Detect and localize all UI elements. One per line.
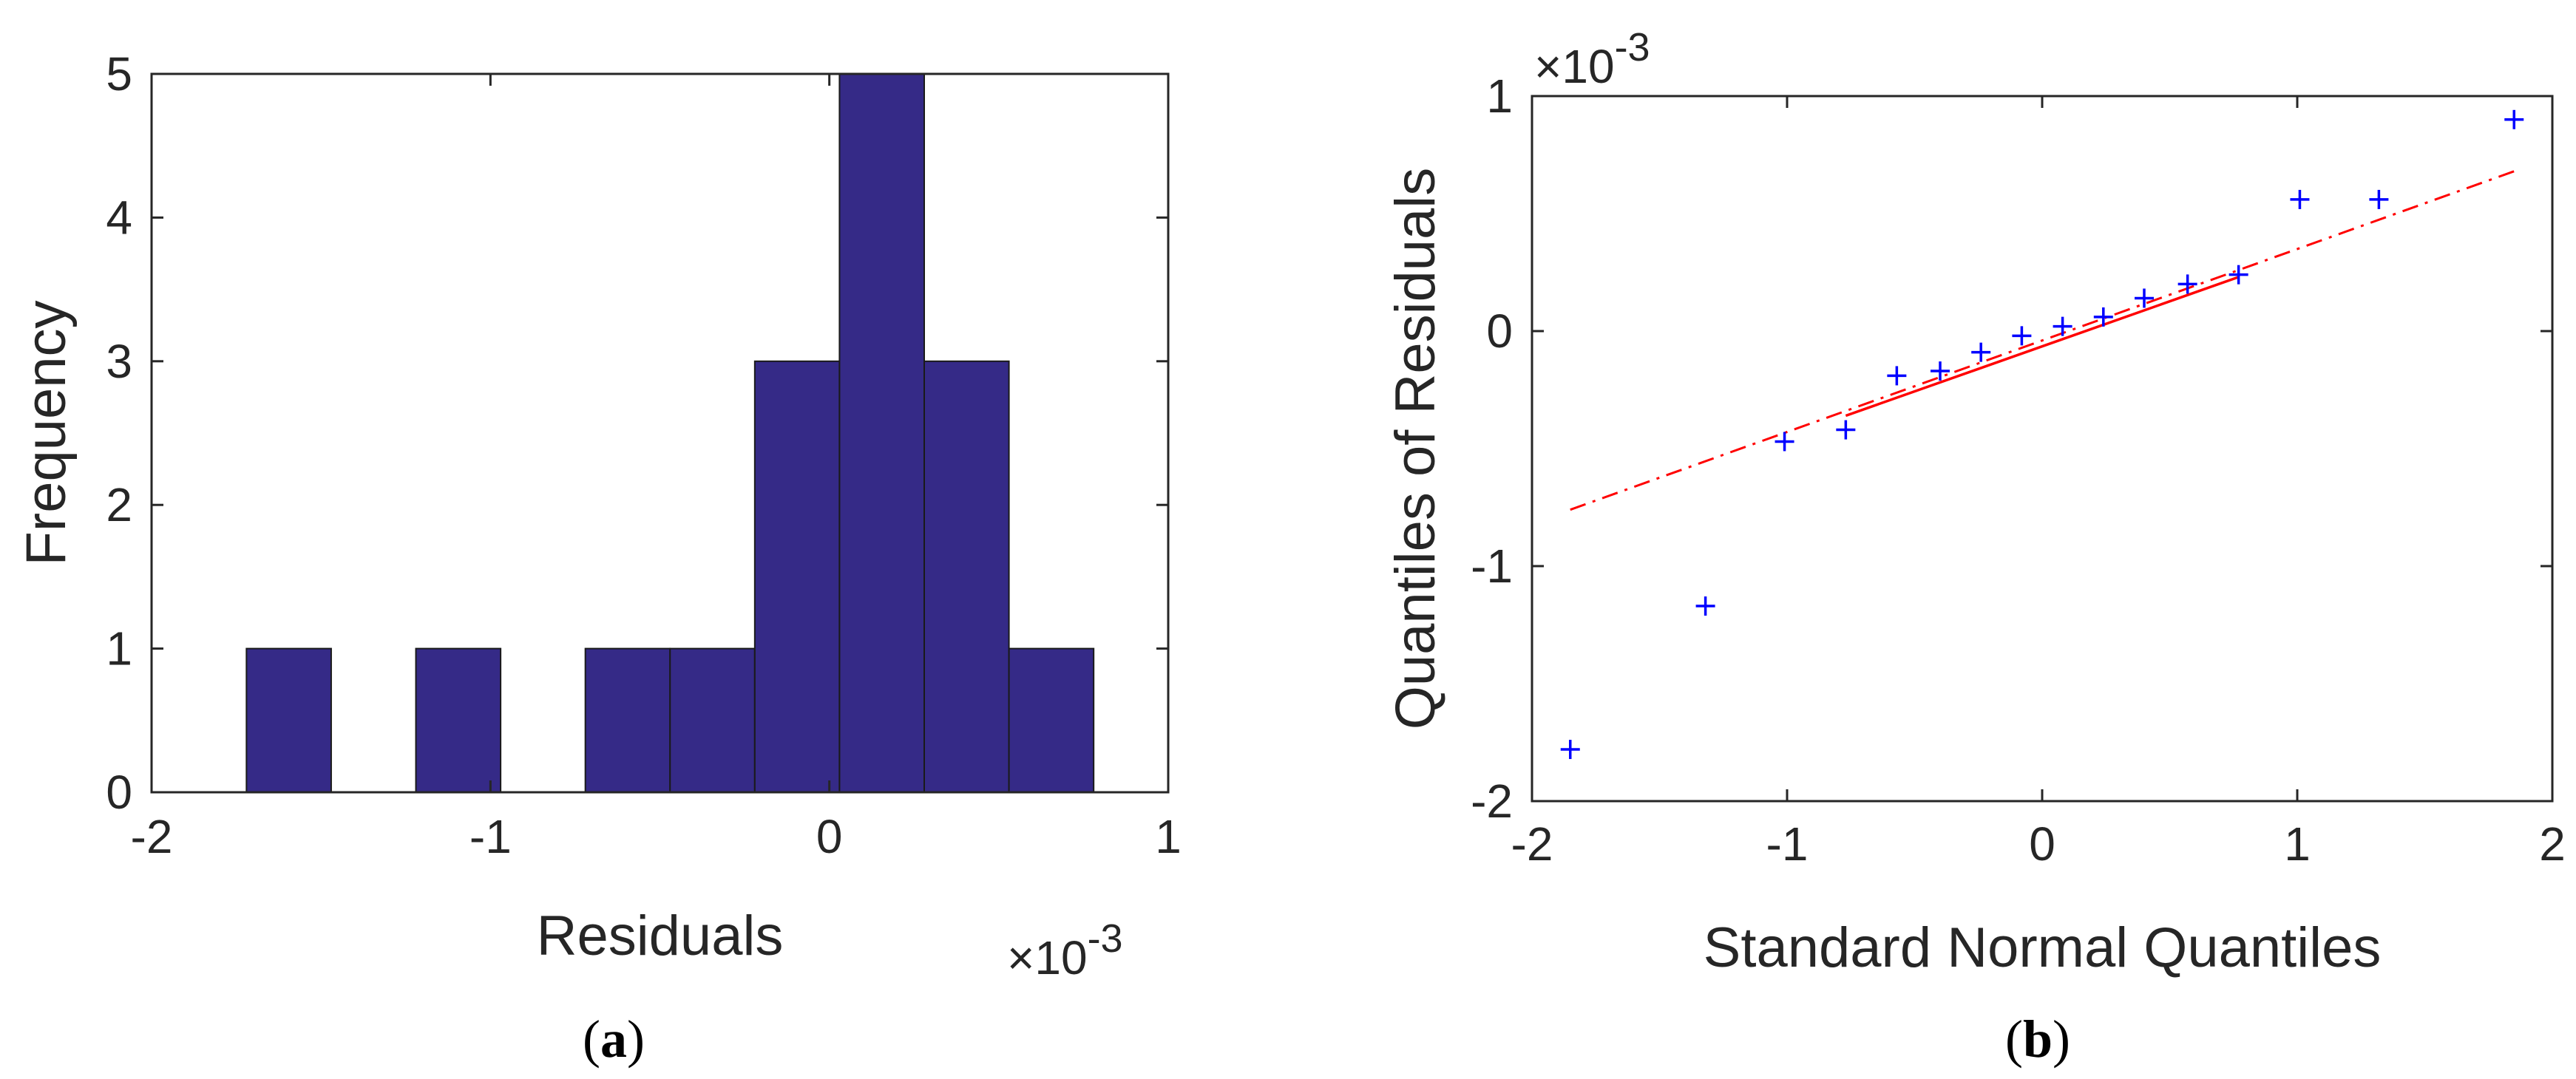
qq-x-ticks: -2 -1 0 1 2 [1511,96,2566,871]
y-tick-label: 0 [1486,304,1513,358]
exponent-power: -3 [1615,25,1650,69]
y-tick-label: 0 [106,766,132,819]
x-tick-label: 0 [2029,817,2055,871]
qq-point [1887,366,1907,386]
exponent-base: ×10 [1007,931,1088,984]
reference-line-solid [1845,276,2240,418]
exponent-power: -3 [1088,916,1123,961]
y-tick-label: 1 [106,622,132,675]
histogram-bar [245,647,332,793]
qq-axes-box [1531,95,2554,803]
x-tick-label: 2 [2539,817,2566,871]
qq-point [1560,740,1580,760]
caption-b: (b) [2005,1010,2070,1069]
qq-point [1695,596,1715,616]
qq-y-exponent: ×10-3 [1534,25,1650,93]
x-tick-label: -1 [1766,817,1809,871]
histogram-y-axis-label: Frequency [15,300,78,565]
histogram-bar [669,647,756,793]
y-tick-label: -2 [1471,775,1513,828]
qq-plot-panel-b: -2 -1 0 1 2 -2 -1 0 1 Standard Normal Quantiles… [1384,25,2566,1069]
histogram-bar [838,73,925,793]
qq-point [2135,288,2154,308]
caption-b-open: ( [2005,1010,2023,1069]
histogram-axes-box [150,72,1170,794]
qq-y-ticks: -2 -1 0 1 [1471,69,2552,828]
qq-point [2290,189,2310,209]
caption-b-close: ) [2053,1010,2070,1069]
qq-point [2012,326,2032,346]
y-tick-label: 2 [106,478,132,531]
qq-point [1775,432,1794,452]
x-tick-label: -1 [470,810,512,863]
x-tick-label: 0 [816,810,843,863]
qq-point [1971,342,1991,362]
qq-point [2228,265,2248,285]
qq-point [2504,109,2524,129]
qq-y-axis-label: Quantiles of Residuals [1384,168,1447,729]
histogram-bar [415,647,502,793]
histogram-x-axis-label: Residuals [537,905,784,967]
y-tick-label: 5 [106,47,132,101]
y-tick-label: -1 [1471,540,1513,593]
caption-a-letter: a [600,1010,627,1069]
histogram-bar [1008,647,1095,793]
y-tick-label: 4 [106,191,132,244]
qq-point [1836,420,1856,440]
x-tick-label: 1 [1155,810,1182,863]
qq-point [2177,274,2197,294]
qq-point [2369,189,2389,209]
qq-reference-line [1570,170,2515,511]
histogram-bar [584,647,671,793]
x-tick-label: -2 [131,810,173,863]
exponent-base: ×10 [1534,40,1615,93]
caption-a-close: ) [627,1010,645,1069]
histogram-bar [753,360,841,793]
qq-point [2053,316,2072,336]
caption-a-open: ( [583,1010,600,1069]
qq-x-axis-label: Standard Normal Quantiles [1704,916,2382,979]
caption-b-letter: b [2023,1010,2053,1069]
y-tick-label: 3 [106,335,132,388]
x-tick-label: -2 [1511,817,1553,871]
histogram-x-ticks: -2 -1 0 1 [131,74,1182,863]
histogram-bar [923,360,1010,793]
x-tick-label: 1 [2284,817,2311,871]
caption-a: (a) [583,1010,645,1069]
qq-points [1560,109,2524,760]
reference-line-dashdot [1570,170,2515,511]
histogram-x-exponent: ×10-3 [1007,916,1123,984]
histogram-bars [245,73,1095,793]
qq-point [1931,361,1950,381]
qq-point [2093,307,2113,327]
histogram-y-ticks: 0 1 2 3 4 5 [106,47,1168,819]
y-tick-label: 1 [1486,69,1513,123]
